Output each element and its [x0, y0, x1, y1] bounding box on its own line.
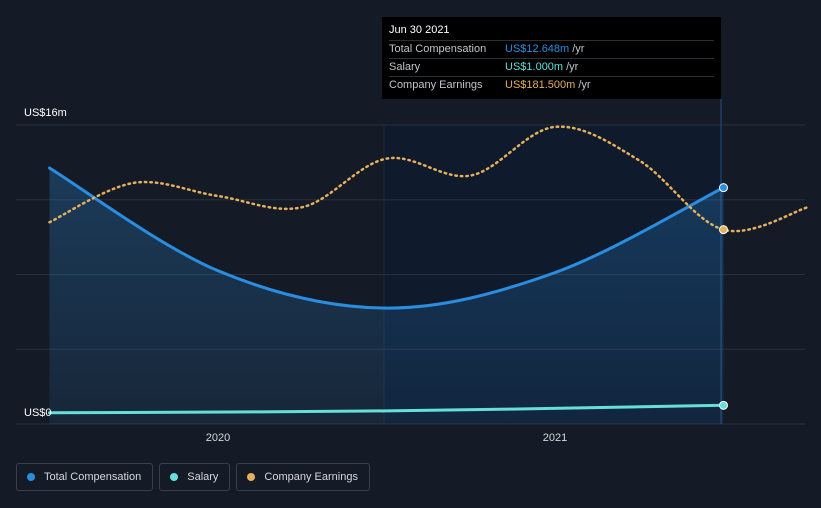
y-axis-top-label: US$16m — [24, 107, 67, 119]
x-tick-2021: 2021 — [543, 432, 567, 444]
total-compensation-line — [48, 166, 725, 310]
total-compensation-point — [719, 183, 728, 193]
tooltip-label: Total Compensation — [389, 43, 487, 55]
tooltip-unit: /yr — [578, 79, 591, 91]
tooltip-row-salary: Salary US$1.000m /yr — [389, 58, 714, 76]
points-layer — [719, 183, 728, 410]
tooltip-value: US$12.648m — [505, 43, 570, 55]
area-layer — [49, 168, 724, 424]
legend-salary[interactable]: Salary — [159, 463, 231, 491]
total-compensation-area — [49, 168, 724, 424]
tooltip-value: US$1.000m — [505, 61, 564, 73]
legend-dot-icon — [247, 473, 256, 481]
tooltip-label: Salary — [389, 61, 421, 73]
tooltip-value: US$181.500m — [505, 79, 576, 91]
legend-label: Total Compensation — [44, 471, 142, 483]
company-earnings-point — [719, 225, 728, 235]
salary-point — [719, 400, 728, 410]
tooltip-unit: /yr — [566, 61, 579, 73]
x-tick-2020: 2020 — [206, 432, 230, 444]
tooltip-unit: /yr — [572, 43, 585, 55]
legend-total-compensation[interactable]: Total Compensation — [16, 463, 154, 491]
salary-line — [48, 403, 725, 415]
tooltip: Jun 30 2021 Total Compensation US$12.648… — [382, 17, 721, 99]
legend-dot-icon — [27, 473, 35, 481]
lines-layer — [48, 125, 810, 415]
company-earnings-line — [48, 125, 810, 233]
legend-label: Company Earnings — [264, 471, 358, 483]
y-axis-bottom-label: US$0 — [24, 407, 52, 419]
legend-company-earnings[interactable]: Company Earnings — [236, 463, 370, 491]
tooltip-row-total-compensation: Total Compensation US$12.648m /yr — [389, 40, 714, 58]
tooltip-row-company-earnings: Company Earnings US$181.500m /yr — [389, 76, 714, 94]
legend: Total Compensation Salary Company Earnin… — [16, 463, 370, 491]
legend-label: Salary — [187, 471, 219, 483]
tooltip-label: Company Earnings — [389, 79, 483, 91]
legend-dot-icon — [170, 473, 179, 481]
tooltip-date: Jun 30 2021 — [389, 24, 450, 36]
